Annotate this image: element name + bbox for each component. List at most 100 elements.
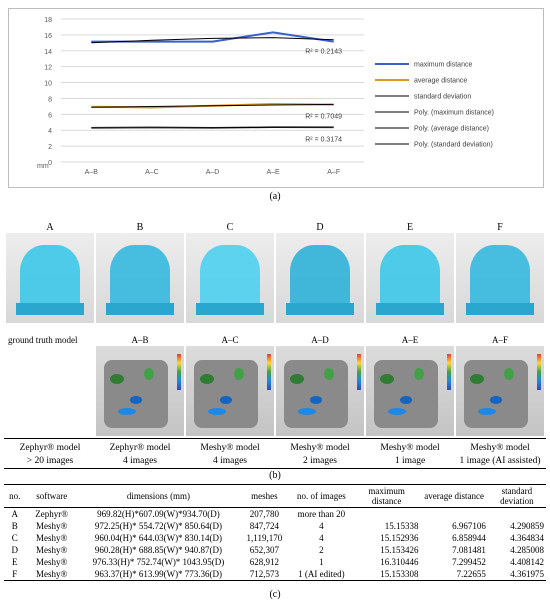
legend-label: standard deviation xyxy=(414,94,471,101)
chart-svg: 0 2 4 6 8 10 12 14 16 18 mm A–B A–C A–D A–E A–F R² = 0.2… xyxy=(37,17,494,176)
header-std-dev: standard deviation xyxy=(487,484,546,508)
table-cell: 7.22655 xyxy=(420,568,488,581)
image-count-label: 4 images xyxy=(212,456,248,466)
deviation-patch xyxy=(234,368,244,380)
deviation-shape xyxy=(374,360,438,428)
deviation-patch xyxy=(290,374,304,384)
r2-label: R² = 0.2143 xyxy=(305,49,342,56)
deviation-patch xyxy=(298,408,316,415)
deviation-patch xyxy=(310,396,322,404)
column-letter: B xyxy=(136,222,144,233)
software-label: Meshy® model xyxy=(470,443,530,453)
deviation-patch xyxy=(504,368,514,380)
table-cell: A xyxy=(11,509,18,519)
image-count-label: 4 images xyxy=(122,456,158,466)
statue-shape xyxy=(200,245,260,311)
deviation-patch xyxy=(144,368,154,380)
table-cell: Zephyr® xyxy=(35,509,69,519)
table-cell: 4 xyxy=(319,533,324,543)
table-cell: 712,573 xyxy=(238,568,290,581)
legend-label: Poly. (average distance) xyxy=(414,126,489,133)
y-tick-label: 16 xyxy=(44,33,52,40)
deviation-patch xyxy=(380,374,394,384)
y-tick-label: 14 xyxy=(44,49,52,56)
software-label: Meshy® model xyxy=(200,443,260,453)
table-cell: 969.82(H)*607.09(W)*934.70(D) xyxy=(97,509,220,519)
color-scale-bar xyxy=(357,354,361,390)
statue-base xyxy=(286,303,354,315)
series-line-0 xyxy=(91,31,334,43)
table-row: B Meshy® 972.25(H)* 554.72(W)* 850.64(D) 84… xyxy=(4,520,546,532)
table-cell: 4.364834 xyxy=(510,533,544,543)
table-header-row: no. software dimensions (mm) meshes no. … xyxy=(4,484,546,508)
table-row: D Meshy® 960.28(H)* 688.85(W)* 940.87(D) 65… xyxy=(4,544,546,556)
statue-shape xyxy=(290,245,350,311)
deviation-patch xyxy=(414,368,424,380)
statue-shape xyxy=(110,245,170,311)
table-cell: 4.290859 xyxy=(510,521,544,531)
deviation-patch xyxy=(200,374,214,384)
header-images: no. of images xyxy=(289,484,353,508)
image-count-label: 2 images xyxy=(302,456,338,466)
table-cell: 15.152936 xyxy=(380,533,419,543)
trendline-0 xyxy=(91,37,334,44)
caption-b: (b) xyxy=(269,470,281,481)
deviation-patch xyxy=(130,396,142,404)
deviation-shape xyxy=(194,360,258,428)
y-tick-label: 6 xyxy=(48,112,52,119)
table-cell: 207,780 xyxy=(249,509,279,519)
x-tick-label: A–C xyxy=(145,169,159,176)
table-cell: 7.299452 xyxy=(452,557,486,567)
table-cell: more than 20 xyxy=(297,509,346,519)
table-cell: 960.04(H)* 644.03(W)* 830.14(D) xyxy=(94,533,223,543)
deviation-patch xyxy=(478,408,496,415)
table-cell: 6.858944 xyxy=(452,533,486,543)
header-max-distance: maximum distance xyxy=(352,484,421,508)
deviation-map-A–F xyxy=(456,346,544,436)
pair-label: A–B xyxy=(131,335,149,345)
header-dimensions: dimensions (mm) xyxy=(78,484,239,508)
table-cell: 972.25(H)* 554.72(W)* 850.64(D) xyxy=(94,521,223,531)
table-cell: Meshy® xyxy=(25,568,78,581)
model-render-C xyxy=(186,233,274,323)
deviation-shape xyxy=(464,360,528,428)
color-scale-bar xyxy=(447,354,451,390)
x-tick-label: A–D xyxy=(206,169,220,176)
y-tick-label: 12 xyxy=(44,65,52,72)
color-scale-bar xyxy=(267,354,271,390)
image-count-label: 1 image xyxy=(394,456,426,466)
statue-base xyxy=(466,303,534,315)
ground-truth-label: ground truth model xyxy=(8,335,78,345)
software-label: Meshy® model xyxy=(290,443,350,453)
caption-c: (c) xyxy=(269,589,281,600)
deviation-patch xyxy=(110,374,124,384)
table-cell: Meshy® xyxy=(36,533,68,543)
table-cell: 1 xyxy=(319,557,324,567)
table-cell: 7.081481 xyxy=(452,545,486,555)
table-cell: 1,119,170 xyxy=(246,533,283,543)
deviation-shape xyxy=(104,360,168,428)
table-cell: 4.285008 xyxy=(510,545,544,555)
legend-label: Poly. (maximum distance) xyxy=(414,110,494,117)
table-cell: E xyxy=(11,557,18,567)
table-cell xyxy=(488,508,546,521)
deviation-patch xyxy=(400,396,412,404)
header-no: no. xyxy=(4,484,26,508)
deviation-patch xyxy=(470,374,484,384)
header-software: software xyxy=(25,484,78,508)
table-row: E Meshy® 976.33(H)* 752.74(W)* 1043.95(D) 6… xyxy=(4,556,546,568)
table-cell: 15.15338 xyxy=(384,521,419,531)
table-cell: 963.37(H)* 613.99(W)* 773.36(D) xyxy=(78,568,239,581)
software-label: Zephyr® model xyxy=(109,443,171,453)
deviation-map-A–D xyxy=(276,346,364,436)
deviation-map-A–E xyxy=(366,346,454,436)
model-render-F xyxy=(456,233,544,323)
table-row: C Meshy® 960.04(H)* 644.03(W)* 830.14(D) 1,… xyxy=(4,532,546,544)
statue-shape xyxy=(470,245,530,311)
model-render-D xyxy=(276,233,364,323)
table-cell: 1 (AI edited) xyxy=(289,568,353,581)
statue-shape xyxy=(380,245,440,311)
table-cell: 15.153308 xyxy=(352,568,421,581)
column-letter: C xyxy=(226,222,234,233)
y-tick-label: 2 xyxy=(48,144,52,151)
